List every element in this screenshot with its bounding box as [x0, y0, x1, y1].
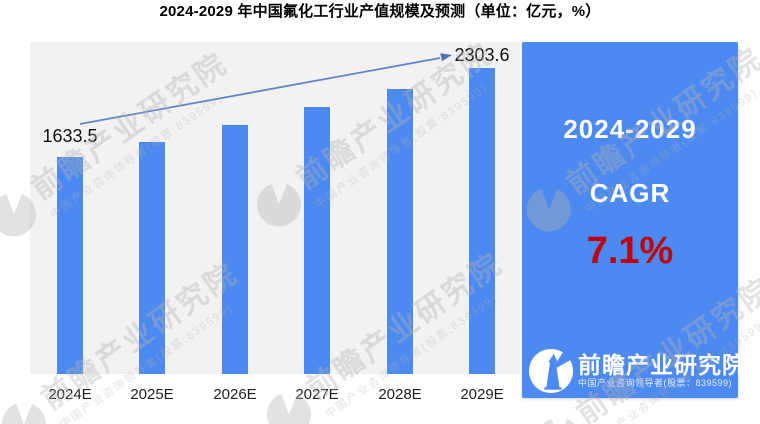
watermark-logo-icon	[527, 408, 590, 424]
bar-2025e	[139, 142, 165, 374]
bar-2029e	[469, 68, 495, 374]
chart-title: 2024-2029 年中国氟化工行业产值规模及预测（单位：亿元，%）	[159, 3, 601, 20]
cagr-value: 7.1%	[586, 230, 674, 272]
data-label-last: 2303.6	[454, 45, 510, 65]
brand-logo: 前瞻产业研究院 中国产业咨询领导者(股票：839599)	[528, 348, 746, 394]
brand-name: 前瞻产业研究院	[578, 352, 746, 379]
cagr-panel: 2024-2029 CAGR 7.1% 前瞻产业研究院 中国产业咨询领导者(股票…	[522, 42, 746, 398]
bar-2028e	[387, 89, 413, 374]
cagr-metric-label: CAGR	[589, 178, 671, 208]
data-label-first: 1633.5	[42, 126, 98, 146]
x-label-2026e: 2026E	[213, 386, 257, 403]
x-label-2024e: 2024E	[48, 386, 92, 403]
trend-arrow	[79, 53, 452, 125]
plot-area: 1633.5 2303.6	[30, 42, 520, 374]
x-label-2029e: 2029E	[460, 386, 504, 403]
x-label-2028e: 2028E	[378, 386, 422, 403]
bar-2027e	[304, 107, 330, 374]
bar-2024e	[57, 157, 83, 374]
brand-tagline: 中国产业咨询领导者(股票：839599)	[578, 378, 733, 389]
bar-2026e	[222, 125, 248, 374]
x-label-2025e: 2025E	[130, 386, 174, 403]
cagr-period: 2024-2029	[563, 114, 697, 144]
x-axis: 2024E 2025E 2026E 2027E 2028E 2029E	[0, 386, 760, 406]
x-label-2027e: 2027E	[295, 386, 339, 403]
brand-logo-icon	[528, 348, 574, 394]
